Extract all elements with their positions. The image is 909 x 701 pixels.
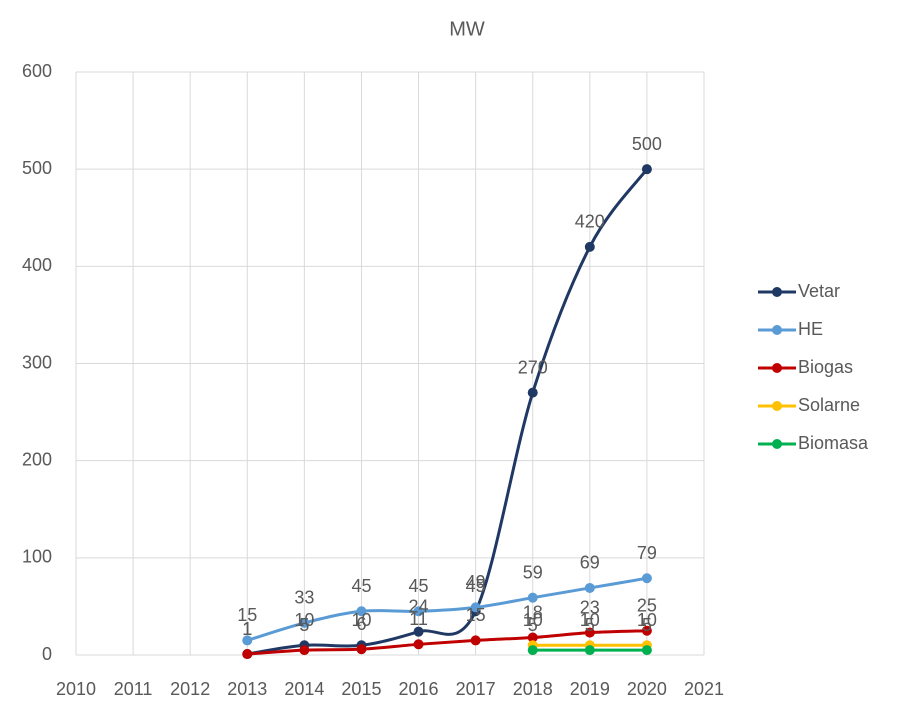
data-label: 45 [351, 576, 371, 596]
data-point [413, 606, 424, 617]
data-point [584, 627, 595, 638]
legend-marker [772, 287, 782, 297]
data-label: 25 [637, 595, 657, 615]
data-label: 1 [242, 619, 252, 639]
legend-marker [772, 363, 782, 373]
x-tick-label: 2021 [684, 679, 724, 699]
data-label: 79 [637, 543, 657, 563]
data-label: 15 [466, 605, 486, 625]
data-label: 23 [580, 597, 600, 617]
data-label: 18 [523, 602, 543, 622]
data-label: 5 [528, 615, 538, 635]
legend-label: Vetar [798, 281, 840, 301]
data-point [641, 573, 652, 584]
data-point [242, 649, 253, 660]
data-label: 45 [466, 576, 486, 596]
x-tick-label: 2011 [114, 679, 153, 699]
data-point [527, 632, 538, 643]
x-tick-label: 2017 [456, 679, 496, 699]
series-line [245, 167, 649, 656]
x-tick-label: 2013 [227, 679, 267, 699]
data-label: 10 [351, 610, 371, 630]
data-label: 420 [575, 212, 605, 232]
data-point [470, 602, 481, 613]
x-tick-label: 2016 [399, 679, 439, 699]
data-label: 6 [356, 614, 366, 634]
data-label: 10 [580, 610, 600, 630]
data-label: 10 [637, 610, 657, 630]
chart-title: MW [449, 18, 485, 40]
data-label: 15 [237, 605, 257, 625]
data-point [299, 645, 310, 656]
data-point [242, 635, 253, 646]
data-label: 10 [523, 610, 543, 630]
x-tick-label: 2018 [513, 679, 553, 699]
data-label: 33 [294, 588, 314, 608]
data-label: 500 [632, 134, 662, 154]
legend-label: Solarne [798, 395, 860, 415]
y-tick-label: 600 [22, 61, 52, 81]
y-tick-label: 100 [22, 547, 52, 567]
data-label: 5 [642, 615, 652, 635]
data-label: 49 [466, 572, 486, 592]
y-tick-label: 0 [42, 644, 52, 664]
x-tick-label: 2010 [56, 679, 96, 699]
data-label: 24 [409, 596, 429, 616]
data-point [413, 639, 424, 650]
legend-marker [772, 325, 782, 335]
legend-marker [772, 439, 782, 449]
legend-marker [772, 401, 782, 411]
x-tick-label: 2015 [341, 679, 381, 699]
legend-label: Biogas [798, 357, 853, 377]
x-tick-label: 2019 [570, 679, 610, 699]
data-point [470, 635, 481, 646]
data-label: 1 [242, 619, 252, 639]
data-label: 59 [523, 562, 543, 582]
y-tick-label: 500 [22, 158, 52, 178]
data-point [356, 606, 367, 617]
data-label: 5 [585, 615, 595, 635]
data-point [641, 164, 652, 175]
data-point [527, 592, 538, 603]
data-point [584, 582, 595, 593]
data-label: 270 [518, 357, 548, 377]
data-point [527, 645, 538, 656]
data-point [584, 241, 595, 252]
y-tick-label: 200 [22, 449, 52, 469]
data-label: 45 [409, 576, 429, 596]
data-point [527, 387, 538, 398]
data-point [356, 644, 367, 655]
legend-label: HE [798, 319, 823, 339]
data-label: 11 [409, 609, 428, 629]
data-point [584, 645, 595, 656]
x-tick-label: 2012 [170, 679, 210, 699]
data-label: 69 [580, 553, 600, 573]
data-point [641, 625, 652, 636]
x-tick-label: 2014 [284, 679, 324, 699]
data-label: 5 [299, 615, 309, 635]
data-point [299, 617, 310, 628]
data-label: 10 [294, 610, 314, 630]
x-tick-label: 2020 [627, 679, 667, 699]
y-tick-label: 400 [22, 255, 52, 275]
y-tick-label: 300 [22, 352, 52, 372]
data-point [641, 645, 652, 656]
data-point [413, 626, 424, 637]
legend-label: Biomasa [798, 433, 869, 453]
